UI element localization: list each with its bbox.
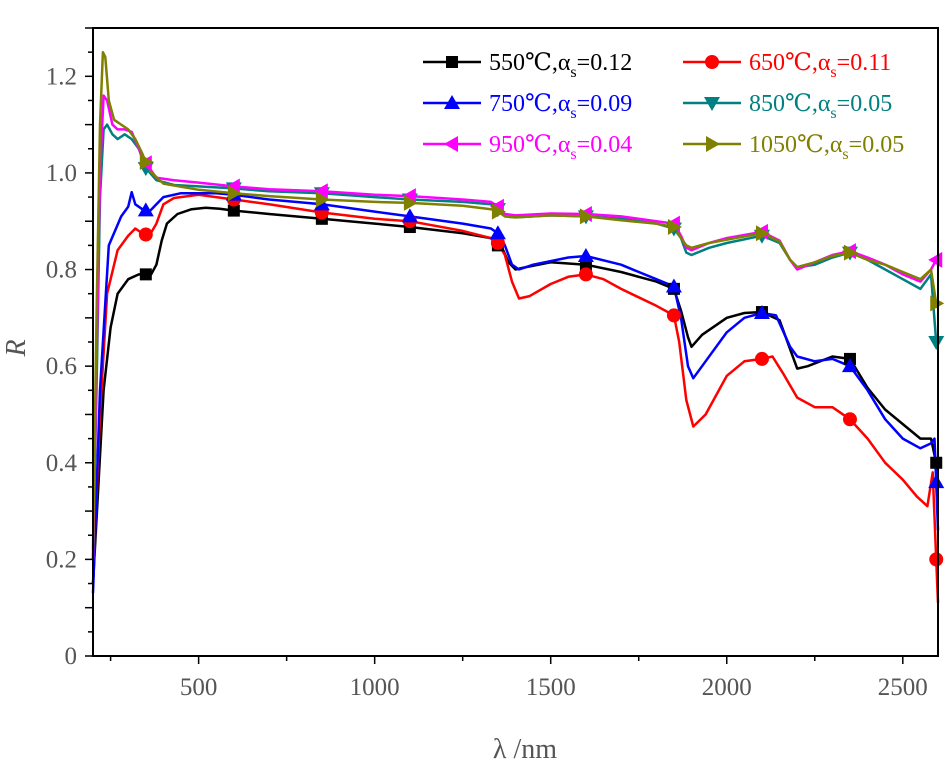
x-tick-label: 500 (180, 674, 218, 701)
x-tick-label: 1500 (526, 674, 576, 701)
legend-swatch-marker (444, 95, 460, 109)
series-line-1 (91, 206, 940, 584)
series-1-marker (227, 204, 240, 217)
x-tick-label: 2000 (702, 674, 752, 701)
legend-entry-1: 550℃,αs=0.12 (423, 50, 632, 81)
y-axis-title: R (1, 339, 32, 357)
series-6-marker (227, 185, 242, 202)
legend-label: 850℃,αs=0.05 (749, 91, 892, 122)
legend-entry-4: 850℃,αs=0.05 (683, 91, 892, 122)
series-6-marker (139, 154, 154, 171)
series-6-marker (755, 225, 770, 242)
legend-swatch-marker (446, 56, 458, 68)
series-layer (91, 50, 940, 603)
legend-swatch-marker (704, 97, 720, 111)
legend-swatch-marker (706, 136, 720, 152)
series-2-marker (138, 227, 153, 242)
series-6-marker (579, 208, 594, 225)
series-6-marker (667, 219, 682, 236)
series-5-marker (313, 183, 328, 200)
series-line-3 (91, 190, 940, 594)
legend-entry-5: 950℃,αs=0.04 (423, 132, 632, 163)
legend-entry-3: 750℃,αs=0.09 (423, 91, 632, 122)
series-2-marker (666, 308, 681, 323)
y-tick-label: 0.8 (46, 257, 77, 284)
series-1-marker (139, 268, 152, 281)
series-6-marker (315, 191, 330, 208)
x-tick-label: 2500 (878, 674, 928, 701)
legend-entry-2: 650℃,αs=0.11 (683, 50, 891, 81)
y-tick-label: 0.6 (46, 353, 77, 380)
series-3-marker (928, 474, 945, 489)
series-line-2 (91, 193, 940, 603)
series-6-marker (843, 244, 858, 261)
marker-layer (137, 154, 945, 567)
series-3-marker (841, 358, 858, 373)
legend-label: 750℃,αs=0.09 (489, 91, 632, 122)
y-tick-label: 1.2 (46, 63, 77, 90)
series-4-marker (928, 336, 945, 350)
y-tick-label: 1.0 (46, 160, 77, 187)
y-tick-label: 0.2 (46, 546, 77, 573)
series-3-marker (401, 208, 418, 223)
legend-swatch-marker (444, 136, 458, 152)
legend-label: 950℃,αs=0.04 (489, 132, 632, 163)
legend-swatch-marker (705, 55, 719, 69)
series-6-marker (403, 194, 418, 211)
series-2-marker (490, 235, 505, 250)
series-1-marker (930, 456, 943, 469)
series-line-5 (91, 94, 938, 560)
series-3-marker (753, 305, 770, 320)
series-3-marker (489, 225, 506, 240)
series-5-marker (928, 251, 943, 268)
x-axis-title: λ /nm (493, 734, 557, 765)
series-2-marker (754, 351, 769, 366)
y-tick-label: 0 (65, 643, 78, 670)
legend-label: 1050℃,αs=0.05 (749, 132, 904, 163)
x-tick-label: 1000 (350, 674, 400, 701)
legend: 550℃,αs=0.12 650℃,αs=0.11 750℃,αs=0.09 850℃… (423, 50, 904, 163)
series-6-marker (491, 203, 506, 220)
series-3-marker (665, 278, 682, 293)
legend-entry-6: 1050℃,αs=0.05 (683, 132, 904, 163)
series-line-6 (91, 50, 940, 550)
y-tick-label: 0.4 (46, 450, 78, 477)
series-2-marker (578, 267, 593, 282)
legend-label: 650℃,αs=0.11 (749, 50, 891, 81)
plot-frame (92, 27, 939, 657)
legend-label: 550℃,αs=0.12 (489, 50, 632, 81)
series-2-marker (842, 412, 857, 427)
axis-layer: 500 1000 1500 2000 2500 0 0.2 0.4 0.6 0.8 1.0 1.2 (46, 27, 939, 701)
series-3-marker (137, 202, 154, 217)
series-line-4 (91, 123, 938, 560)
series-3-marker (577, 248, 594, 263)
series-2-marker (929, 552, 944, 567)
